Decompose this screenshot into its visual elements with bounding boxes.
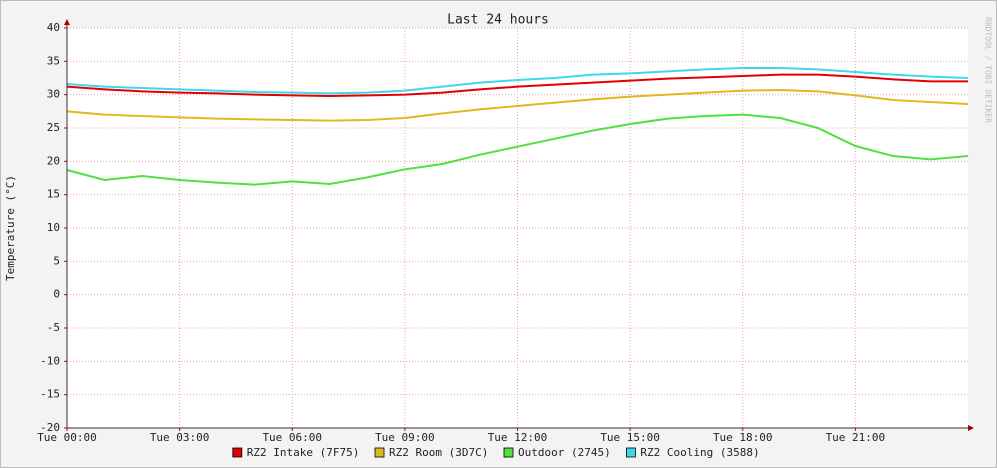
- x-tick-label: Tue 00:00: [37, 431, 97, 444]
- y-tick-label: -20: [40, 421, 60, 434]
- y-tick-label: -10: [40, 354, 60, 367]
- y-tick-label: 35: [47, 54, 60, 67]
- series-line: [66, 67, 969, 95]
- legend-swatch: [232, 447, 243, 458]
- y-tick-label: 40: [47, 21, 60, 34]
- y-tick-label: 30: [47, 88, 60, 101]
- legend-swatch: [626, 447, 636, 458]
- series-line: [66, 113, 969, 186]
- series-line: [66, 73, 968, 98]
- y-tick-label: -15: [40, 388, 60, 401]
- x-tick-label: Tue 12:00: [488, 431, 548, 444]
- legend: RZ2 Intake (7F75) RZ2 Room (3D7C) Outdoor …: [232, 446, 760, 459]
- watermark: RRDTOOL / TOBI OETIKER: [984, 17, 993, 123]
- x-tick-label: Tue 15:00: [600, 431, 660, 444]
- x-tick-label: Tue 06:00: [262, 431, 322, 444]
- series-line: [66, 88, 969, 122]
- y-tick-label: -5: [47, 321, 60, 334]
- legend-label: RZ2 Room (3D7C): [389, 446, 488, 459]
- y-tick-label: 25: [47, 121, 60, 134]
- legend-swatch: [374, 447, 385, 458]
- legend-label: Outdoor (2745): [518, 446, 611, 459]
- x-tick-label: Tue 09:00: [375, 431, 435, 444]
- axes: [64, 19, 974, 431]
- y-tick-label: 20: [47, 154, 60, 167]
- y-tick-label: 5: [53, 254, 60, 267]
- x-tick-label: Tue 03:00: [150, 431, 210, 444]
- y-tick-label: 10: [47, 221, 60, 234]
- legend-label: RZ2 Intake (7F75): [247, 446, 360, 459]
- x-tick-label: Tue 21:00: [826, 431, 886, 444]
- x-tick-label: Tue 18:00: [713, 431, 773, 444]
- y-tick-label: 0: [53, 288, 60, 301]
- lines: [66, 67, 969, 186]
- legend-label: RZ2 Cooling (3588): [640, 446, 759, 459]
- y-tick-label: 15: [47, 188, 60, 201]
- legend-swatch: [503, 447, 514, 458]
- chart-title: Last 24 hours: [447, 13, 549, 28]
- y-axis-label: Temperature (°C): [4, 175, 17, 281]
- x-arrow: [968, 425, 974, 431]
- y-arrow: [64, 19, 70, 25]
